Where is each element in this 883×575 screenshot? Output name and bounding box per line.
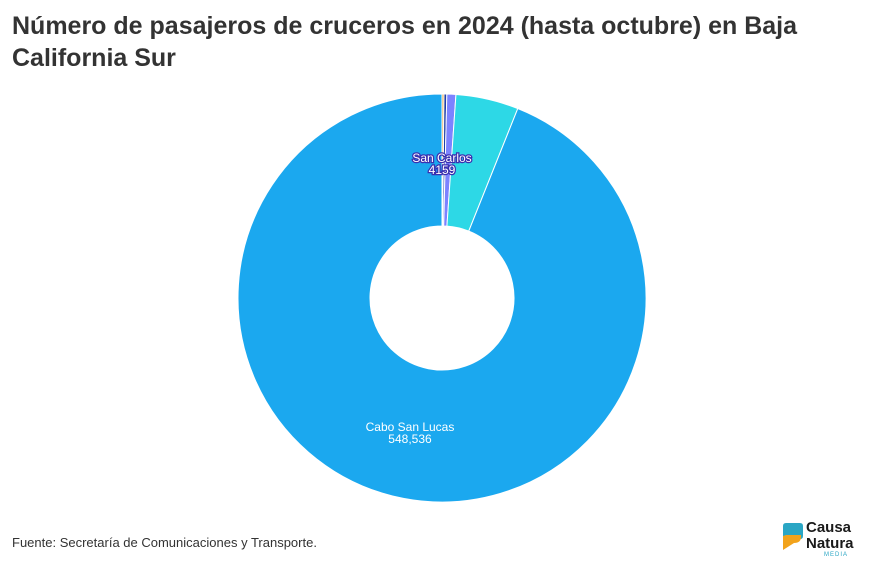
logo-line2: Natura <box>806 535 854 552</box>
slice-label-value: 4159 <box>429 163 456 177</box>
logo-line1: Causa <box>806 519 852 536</box>
slice-label-name: San Carlos <box>412 151 471 165</box>
causa-natura-logo: Causa Natura MEDIA <box>780 520 872 560</box>
source-note: Fuente: Secretaría de Comunicaciones y T… <box>12 535 317 550</box>
logo-sub: MEDIA <box>824 552 849 558</box>
chart-title: Número de pasajeros de cruceros en 2024 … <box>12 12 798 72</box>
slice-label-name: Cabo San Lucas <box>366 420 455 434</box>
pie-slice <box>237 93 647 503</box>
slices-group <box>237 93 647 503</box>
slice-label-value: 548,536 <box>388 432 432 446</box>
speech-bubble-icon <box>783 523 803 550</box>
